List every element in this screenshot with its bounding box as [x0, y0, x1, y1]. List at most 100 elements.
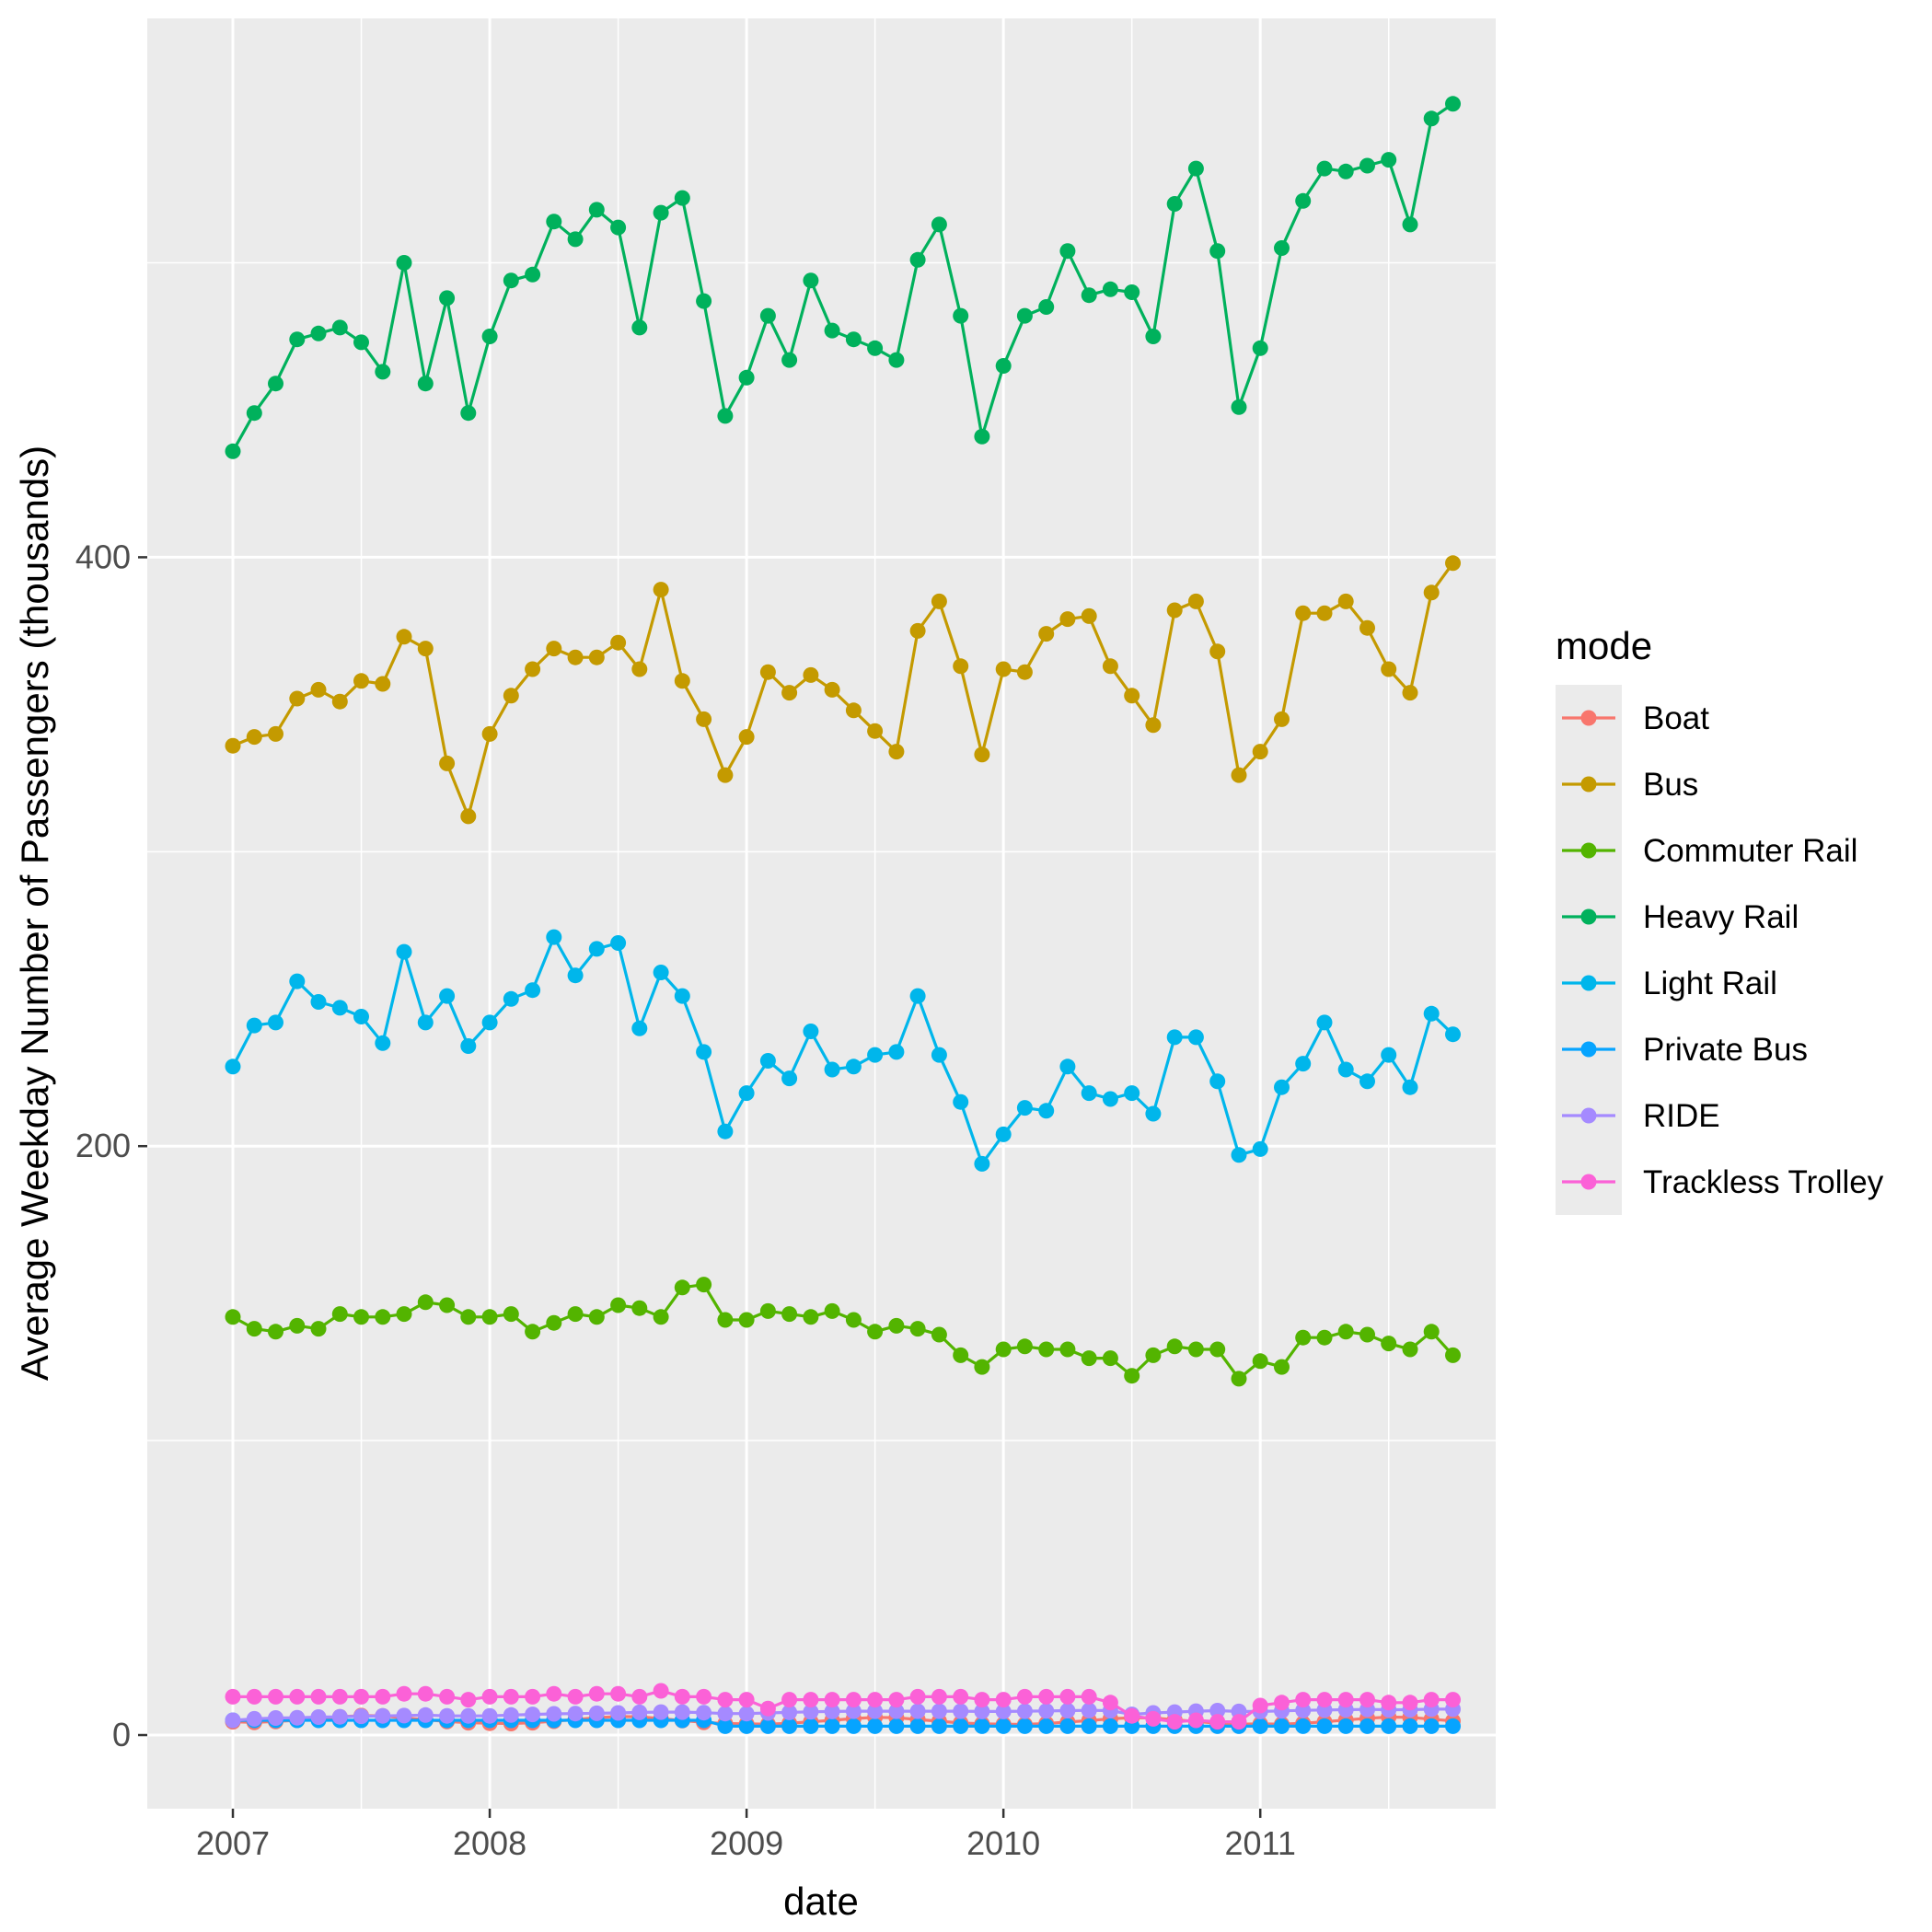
grid	[147, 18, 1496, 1809]
data-point	[1423, 1718, 1440, 1734]
data-point	[546, 1685, 562, 1702]
data-point	[503, 1706, 519, 1723]
data-point	[1102, 1091, 1118, 1107]
data-point	[1166, 1029, 1183, 1046]
legend-label: RIDE	[1643, 1098, 1720, 1134]
data-point	[460, 1707, 477, 1724]
legend-key-point	[1580, 1174, 1597, 1190]
data-point	[289, 690, 306, 707]
legend-label: Trackless Trolley	[1643, 1164, 1884, 1200]
data-point	[931, 1703, 947, 1719]
x-tick-label: 2011	[1224, 1824, 1295, 1862]
data-point	[1316, 1329, 1333, 1346]
data-point	[867, 1718, 884, 1734]
data-point	[1359, 1718, 1375, 1734]
data-point	[1187, 1341, 1204, 1358]
data-point	[588, 1309, 605, 1325]
data-point	[824, 1302, 840, 1319]
series-line-bus	[232, 561, 1454, 818]
data-point	[803, 666, 819, 683]
series-line-commuter-rail	[232, 1282, 1454, 1381]
data-point	[1187, 593, 1204, 609]
data-point	[331, 1708, 348, 1725]
data-point	[225, 1688, 241, 1705]
series-line-private-bus	[233, 1718, 1453, 1729]
data-point	[696, 293, 712, 309]
legend-item-bus: Bus	[1562, 767, 1698, 803]
data-point	[867, 340, 884, 356]
x-tick-label: 2007	[196, 1824, 270, 1862]
data-point	[1359, 619, 1375, 636]
legend-key-point	[1580, 1107, 1597, 1124]
data-point	[1252, 340, 1268, 356]
data-point	[610, 935, 627, 951]
data-point	[1081, 1718, 1097, 1734]
y-tick-label: 200	[75, 1127, 131, 1164]
data-point	[1359, 1073, 1375, 1090]
data-point	[525, 661, 541, 677]
data-point	[439, 1688, 456, 1705]
data-point	[567, 1306, 584, 1323]
data-point	[246, 729, 262, 746]
series-layer	[225, 96, 1461, 1734]
data-point	[1209, 243, 1226, 260]
legend-item-private-bus: Private Bus	[1562, 1032, 1808, 1068]
legend-key-background	[1556, 685, 1622, 1215]
series-line-heavy-rail	[231, 102, 1454, 453]
data-point	[1102, 658, 1118, 675]
data-point	[1209, 1341, 1226, 1358]
data-point	[867, 1047, 884, 1063]
data-point	[931, 1326, 947, 1343]
series-trackless-trolley	[225, 1683, 1461, 1730]
data-point	[310, 1709, 327, 1725]
data-point	[931, 1047, 947, 1063]
data-point	[525, 1706, 541, 1723]
data-point	[1316, 160, 1333, 177]
data-point	[481, 1309, 498, 1325]
data-point	[1359, 1692, 1375, 1708]
data-point	[546, 641, 562, 657]
data-point	[289, 1688, 306, 1705]
data-point	[1252, 1353, 1268, 1370]
data-point	[417, 641, 434, 657]
data-point	[1209, 1073, 1226, 1090]
data-point	[974, 1155, 990, 1172]
data-point	[974, 428, 990, 445]
data-point	[268, 725, 283, 742]
data-point	[1381, 1718, 1397, 1734]
data-point	[1231, 399, 1247, 415]
data-point	[1445, 96, 1461, 112]
data-point	[1252, 1697, 1268, 1714]
data-point	[653, 582, 669, 598]
data-point	[567, 649, 584, 665]
data-point	[1252, 744, 1268, 760]
legend-label: Boat	[1643, 700, 1709, 736]
series-line-trackless-trolley	[233, 1689, 1453, 1724]
data-point	[888, 1703, 905, 1719]
legend-item-ride: RIDE	[1562, 1098, 1720, 1134]
data-point	[1423, 1005, 1440, 1022]
data-point	[396, 943, 412, 960]
data-point	[310, 1321, 327, 1337]
data-point	[974, 1359, 990, 1375]
legend-key-point	[1580, 975, 1597, 991]
data-point	[1445, 555, 1461, 572]
data-point	[417, 1294, 434, 1311]
data-point	[1295, 1718, 1312, 1734]
data-point	[481, 1688, 498, 1705]
data-point	[909, 622, 926, 639]
data-point	[1359, 1326, 1375, 1343]
data-point	[674, 190, 690, 206]
data-point	[353, 334, 369, 351]
data-point	[353, 1688, 369, 1705]
data-point	[246, 1688, 262, 1705]
data-point	[417, 1014, 434, 1031]
data-point	[1295, 192, 1312, 209]
data-point	[310, 1688, 327, 1705]
data-point	[953, 1093, 969, 1110]
data-point	[1295, 605, 1312, 621]
data-point	[1402, 1079, 1418, 1095]
data-point	[1231, 1371, 1247, 1387]
axes: 0 200 400 2007 2008 2009 2010 2011	[75, 538, 1296, 1862]
data-point	[1145, 717, 1162, 734]
